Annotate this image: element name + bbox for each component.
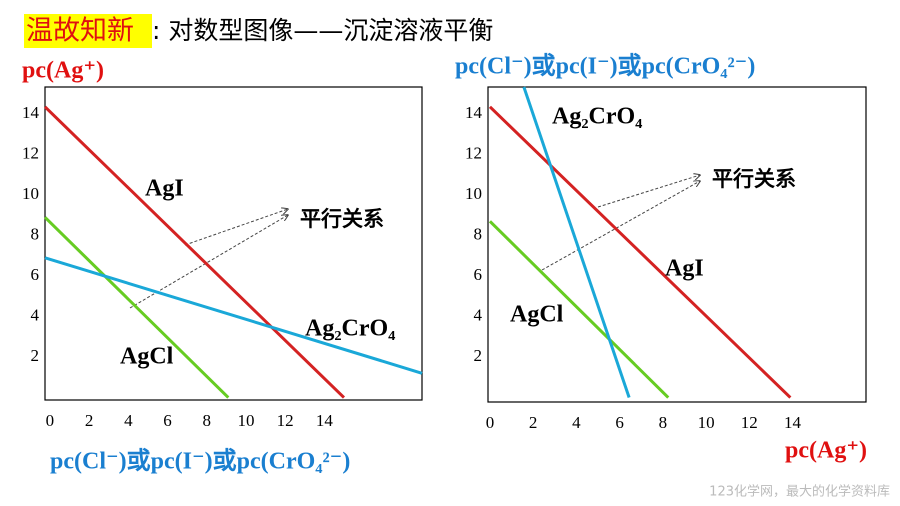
x-tick-label: 0 (46, 411, 55, 430)
x-tick-label: 4 (124, 411, 133, 430)
series-line (44, 256, 423, 375)
y-tick-label: 14 (22, 103, 40, 122)
header-tag: 温故知新 (26, 16, 134, 47)
annotation: 平行关系 (712, 167, 796, 191)
annotation: 平行关系 (300, 207, 384, 231)
watermark: 123化学网，最大的化学资料库 (709, 484, 890, 500)
y-tick-label: 6 (474, 265, 483, 284)
arrow (597, 175, 700, 208)
y-tick-label: 10 (465, 184, 482, 203)
x-axis-label: pc(Ag⁺) (785, 438, 867, 464)
series-label: AgCl (120, 344, 174, 370)
series-label: Ag₂CrO₄ (305, 316, 395, 342)
x-tick-label: 8 (202, 411, 211, 430)
x-tick-label: 8 (659, 413, 668, 432)
y-tick-label: 12 (465, 143, 482, 162)
x-tick-label: 14 (784, 413, 802, 432)
y-tick-label: 8 (31, 224, 40, 243)
series-label: AgI (665, 256, 704, 282)
series-line (43, 105, 346, 399)
series-line (488, 220, 670, 399)
x-tick-label: 2 (529, 413, 538, 432)
y-tick-label: 2 (474, 346, 483, 365)
y-axis-label: pc(Cl⁻)或pc(I⁻)或pc(CrO₄²⁻) (455, 53, 755, 80)
arrows (129, 175, 700, 309)
series-label: AgI (145, 176, 184, 202)
plot-frame (44, 86, 423, 401)
x-tick-label: 12 (277, 411, 294, 430)
arrow (129, 215, 288, 309)
y-tick-label: 6 (31, 265, 40, 284)
series-line (43, 216, 230, 399)
x-tick-label: 10 (237, 411, 254, 430)
x-tick-label: 10 (698, 413, 715, 432)
x-tick-label: 4 (572, 413, 581, 432)
header-title: : 对数型图像——沉淀溶液平衡 (152, 16, 493, 45)
y-tick-label: 4 (474, 305, 483, 324)
series-label: Ag₂CrO₄ (552, 104, 642, 130)
series-line (488, 105, 792, 399)
series-line (522, 86, 631, 399)
x-tick-label: 6 (163, 411, 172, 430)
y-tick-label: 2 (31, 346, 40, 365)
arrow (541, 181, 700, 271)
x-axis-label: pc(Cl⁻)或pc(I⁻)或pc(CrO₄²⁻) (50, 448, 350, 475)
x-tick-label: 2 (85, 411, 94, 430)
y-tick-label: 12 (22, 143, 39, 162)
y-axis-label: pc(Ag⁺) (22, 58, 104, 84)
y-tick-label: 4 (31, 305, 40, 324)
x-tick-label: 0 (486, 413, 495, 432)
plot-frame (487, 86, 867, 403)
x-tick-label: 6 (615, 413, 624, 432)
series-label: AgCl (510, 302, 564, 328)
y-tick-label: 10 (22, 184, 39, 203)
x-tick-label: 12 (741, 413, 758, 432)
y-tick-label: 8 (474, 224, 483, 243)
arrow (184, 209, 288, 246)
x-tick-label: 14 (316, 411, 334, 430)
tag-highlight (24, 14, 152, 48)
y-tick-label: 14 (465, 103, 483, 122)
